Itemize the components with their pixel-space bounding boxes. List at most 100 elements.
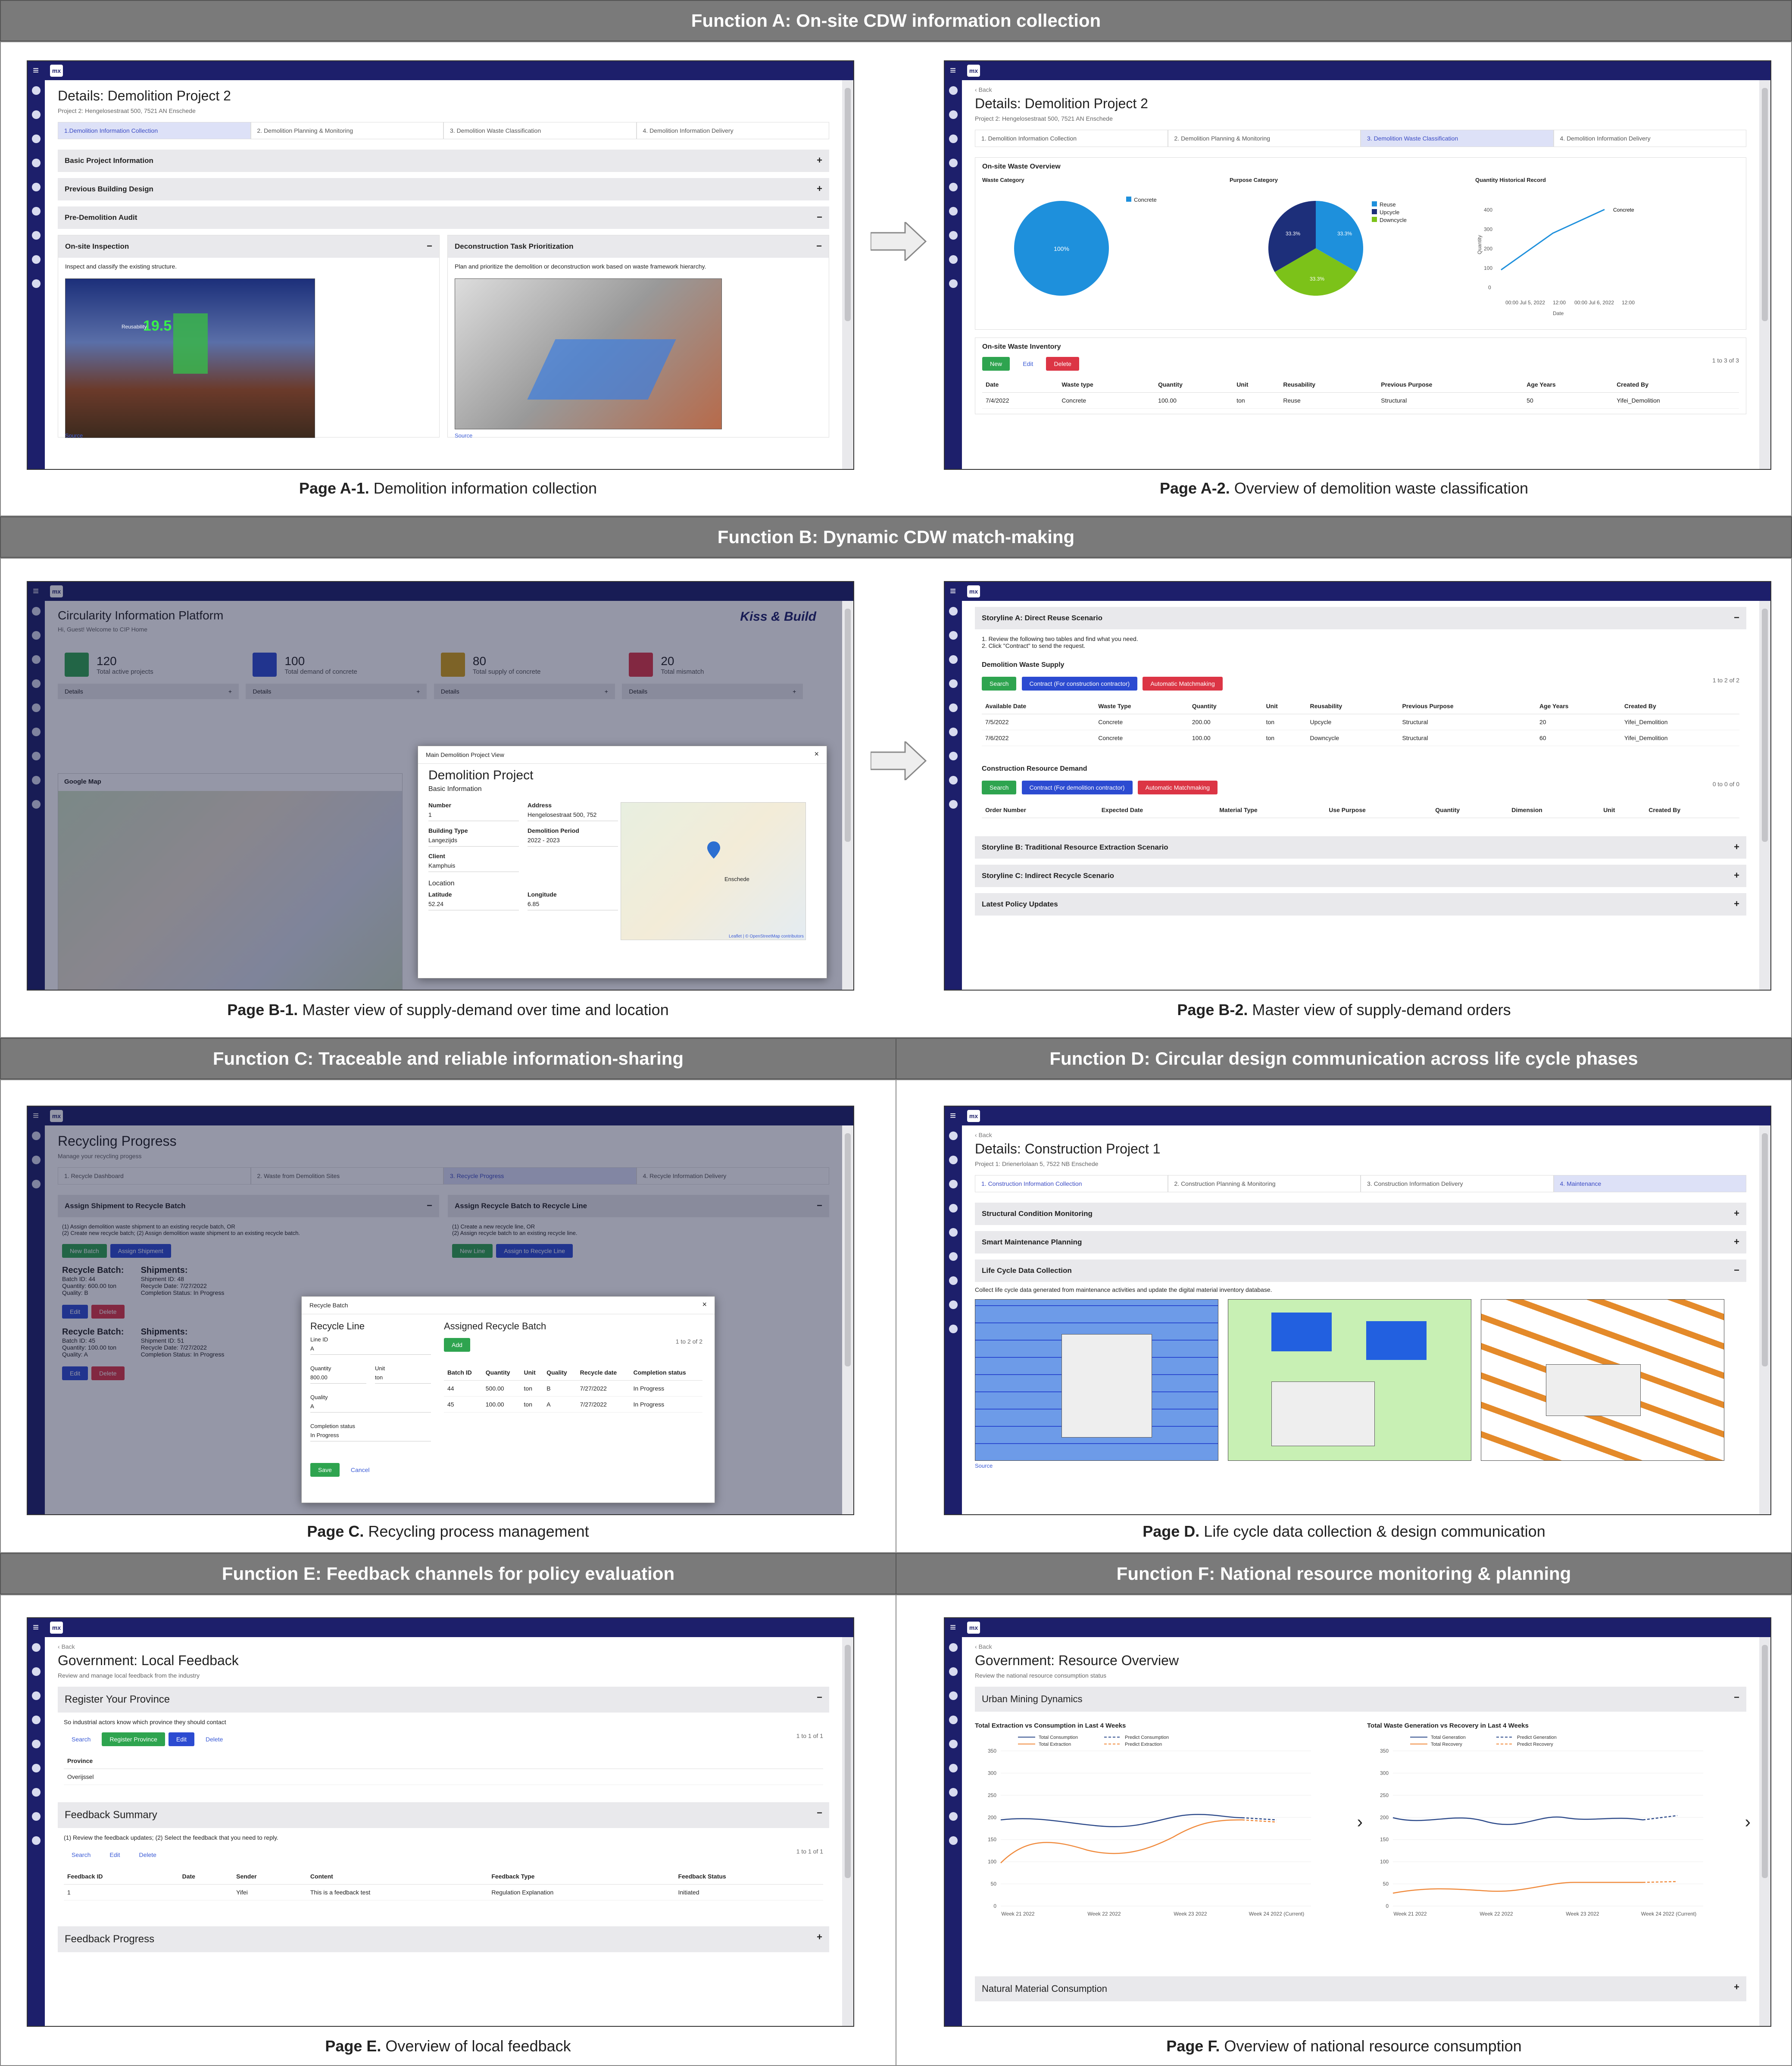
section-previous-design[interactable]: Previous Building Design + — [58, 178, 829, 200]
col-header[interactable]: Created By — [1613, 377, 1739, 393]
step-1[interactable]: 1.Demolition Information Collection — [58, 122, 251, 139]
menu-icon[interactable]: ≡ — [33, 1622, 39, 1633]
user-icon[interactable] — [949, 776, 958, 785]
table-row[interactable]: 7/6/2022 Concrete 100.00 ton Downcycle Struct… — [982, 730, 1739, 746]
square-icon[interactable] — [949, 1252, 958, 1261]
leaf-icon[interactable] — [949, 1740, 958, 1748]
section-storyline-c[interactable]: Storyline C: Indirect Recycle Scenario + — [975, 865, 1746, 887]
step-2[interactable]: 2. Waste from Demolition Sites — [250, 1167, 443, 1185]
scrollbar[interactable] — [1759, 601, 1770, 990]
home-icon[interactable] — [32, 1716, 41, 1724]
leaf-icon[interactable] — [949, 1228, 958, 1237]
pager[interactable]: 1 to 2 of 2 — [1712, 677, 1739, 684]
feedback-progress-header[interactable]: Feedback Progress + — [58, 1926, 829, 1952]
table-row[interactable]: 7/5/2022 Concrete 200.00 ton Upcycle Structur… — [982, 714, 1739, 730]
bell-icon[interactable] — [32, 110, 41, 119]
register-province-button[interactable]: Register Province — [102, 1732, 165, 1746]
section-storyline-a[interactable]: Storyline A: Direct Reuse Scenario − — [975, 607, 1746, 629]
wrench-icon[interactable] — [32, 134, 41, 143]
menu-icon[interactable]: ≡ — [950, 65, 956, 76]
minus-icon[interactable]: − — [427, 241, 432, 251]
pager[interactable]: 1 to 1 of 1 — [796, 1732, 823, 1739]
globe-icon[interactable] — [949, 86, 958, 95]
new-batch-button[interactable]: New Batch — [62, 1244, 107, 1258]
add-button[interactable]: Add — [444, 1338, 470, 1352]
address-field[interactable]: Hengelosestraat 500, 752 — [528, 809, 618, 821]
bell-icon[interactable] — [949, 110, 958, 119]
logout-icon[interactable] — [32, 1836, 41, 1845]
menu-icon[interactable]: ≡ — [33, 1110, 39, 1122]
table-row[interactable]: 7/4/2022 Concrete 100.00 ton Reuse Structural… — [982, 392, 1739, 409]
logout-icon[interactable] — [949, 800, 958, 809]
section-maintenance-planning[interactable]: Smart Maintenance Planning + — [975, 1231, 1746, 1253]
section-storyline-b[interactable]: Storyline B: Traditional Resource Extrac… — [975, 836, 1746, 859]
pager[interactable]: 0 to 0 of 0 — [1712, 781, 1739, 788]
details-toggle[interactable]: Details + — [622, 684, 803, 699]
step-2[interactable]: 2. Construction Planning & Monitoring — [1168, 1175, 1361, 1192]
delete-button[interactable]: Delete — [139, 1851, 156, 1858]
edit-button[interactable]: Edit — [62, 1305, 88, 1319]
sync-icon[interactable] — [949, 231, 958, 240]
user-icon[interactable] — [32, 776, 41, 785]
source-link[interactable]: Source — [455, 432, 473, 439]
step-1[interactable]: 1. Construction Information Collection — [975, 1175, 1168, 1192]
step-4[interactable]: 4. Recycle Information Delivery — [636, 1167, 829, 1185]
bell-icon[interactable] — [949, 631, 958, 640]
menu-icon[interactable]: ≡ — [950, 1622, 956, 1633]
section-life-cycle-data[interactable]: Life Cycle Data Collection − — [975, 1260, 1746, 1282]
section-structural-monitoring[interactable]: Structural Condition Monitoring + — [975, 1203, 1746, 1225]
register-province-header[interactable]: Register Your Province − — [58, 1687, 829, 1713]
google-map-panel[interactable]: Google Map — [58, 773, 403, 990]
minus-icon[interactable]: − — [816, 241, 822, 251]
step-1[interactable]: 1. Recycle Dashboard — [58, 1167, 251, 1185]
source-link[interactable]: Source — [65, 432, 83, 439]
wrench-icon[interactable] — [32, 655, 41, 664]
urban-mining-header[interactable]: Urban Mining Dynamics − — [975, 1687, 1746, 1712]
map-credit[interactable]: Leaflet | © OpenStreetMap contributors — [729, 934, 804, 939]
globe-icon[interactable] — [949, 607, 958, 616]
square-icon[interactable] — [32, 1764, 41, 1772]
globe-icon[interactable] — [32, 1643, 41, 1652]
details-toggle[interactable]: Details + — [434, 684, 615, 699]
edit-button[interactable]: Edit — [1023, 360, 1033, 367]
longitude-field[interactable]: 6.85 — [528, 898, 618, 910]
step-4[interactable]: 4. Demolition Information Delivery — [1553, 130, 1746, 147]
search-button[interactable]: Search — [982, 677, 1017, 691]
leaf-icon[interactable] — [949, 703, 958, 712]
sync-icon[interactable] — [32, 1788, 41, 1797]
scrollbar[interactable] — [842, 1125, 853, 1514]
scrollbar[interactable] — [842, 601, 853, 990]
logout-icon[interactable] — [949, 1836, 958, 1845]
home-icon[interactable] — [949, 1204, 958, 1213]
square-icon[interactable] — [32, 728, 41, 736]
panel-header[interactable]: Deconstruction Task Prioritization − — [448, 235, 829, 258]
scrollbar[interactable] — [842, 80, 853, 469]
leaf-icon[interactable] — [32, 703, 41, 712]
user-icon[interactable] — [32, 1156, 41, 1164]
details-toggle[interactable]: Details + — [58, 684, 239, 699]
wrench-icon[interactable] — [949, 1180, 958, 1188]
edit-button[interactable]: Edit — [109, 1851, 120, 1858]
col-header[interactable]: Date — [982, 377, 1058, 393]
logout-icon[interactable] — [32, 1180, 41, 1188]
bell-icon[interactable] — [949, 1156, 958, 1164]
col-header[interactable]: Quantity — [1155, 377, 1233, 393]
cancel-button[interactable]: Cancel — [350, 1466, 370, 1473]
pager[interactable]: 1 to 1 of 1 — [796, 1848, 823, 1855]
map-canvas[interactable] — [58, 791, 402, 990]
table-row[interactable]: 45 100.00 ton A 7/27/2022 In Progress — [444, 1396, 702, 1413]
square-icon[interactable] — [949, 207, 958, 216]
number-field[interactable]: 1 — [428, 809, 519, 821]
sync-icon[interactable] — [949, 752, 958, 760]
section-basic-info[interactable]: Basic Project Information + — [58, 150, 829, 172]
status-select[interactable]: In Progress — [310, 1429, 431, 1441]
globe-icon[interactable] — [32, 607, 41, 616]
delete-button[interactable]: Delete — [1046, 357, 1079, 371]
chevron-right-icon[interactable]: › — [1745, 1813, 1751, 1832]
building-type-field[interactable]: Langezijds — [428, 834, 519, 847]
sync-icon[interactable] — [949, 1788, 958, 1797]
col-header[interactable]: Age Years — [1523, 377, 1614, 393]
back-link[interactable]: ‹ Back — [975, 1643, 992, 1650]
details-toggle[interactable]: Details + — [246, 684, 427, 699]
user-icon[interactable] — [949, 1300, 958, 1309]
